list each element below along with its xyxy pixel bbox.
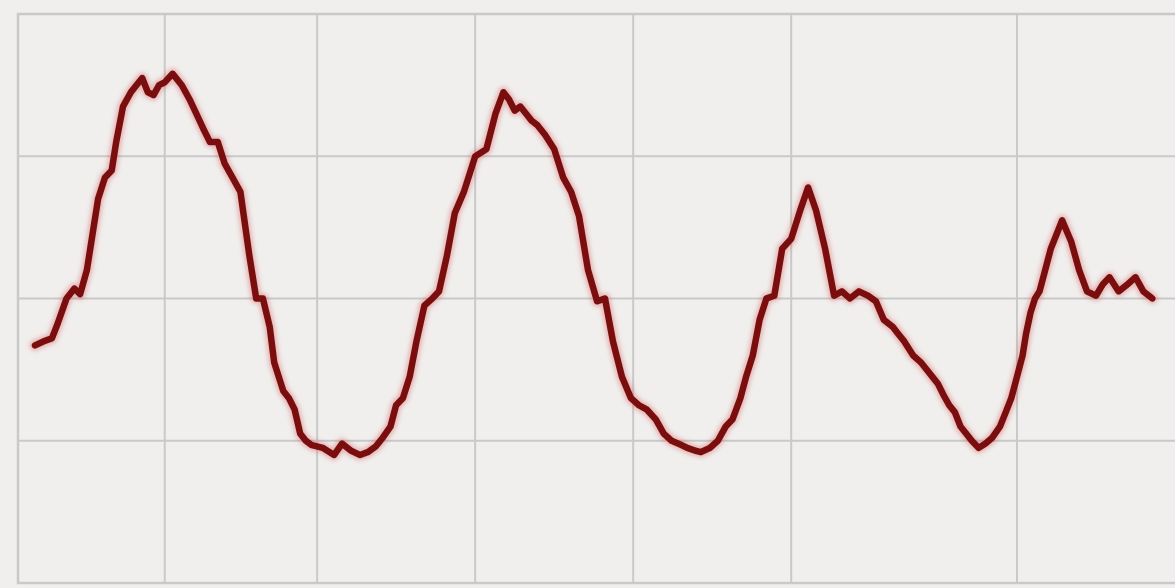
series-layer — [29, 68, 1158, 461]
series-line-0 — [31, 70, 1156, 459]
grid — [16, 12, 1175, 585]
